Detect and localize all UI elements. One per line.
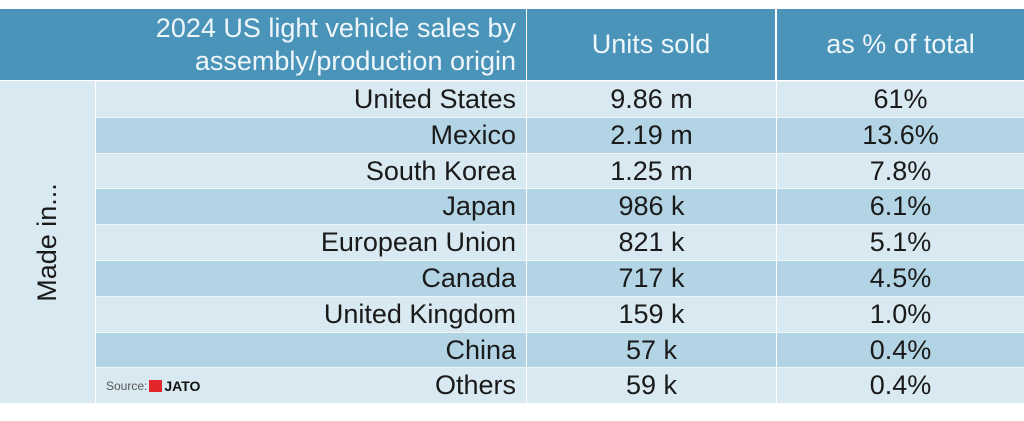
cell-text-units: 2.19 m <box>610 119 693 150</box>
cell-text-units: 159 k <box>618 298 685 329</box>
table-cell-pct: 61% <box>777 81 1024 117</box>
table-cell-origin: Mexico <box>96 116 526 153</box>
cell-text-pct: 0.4% <box>869 334 932 365</box>
table-cell-units: 57 k <box>527 331 776 368</box>
cell-text-pct: 1.0% <box>869 298 932 329</box>
cell-text-pct: 13.6% <box>862 119 939 150</box>
header-title-cell: 2024 US light vehicle sales by assembly/… <box>0 9 526 80</box>
cell-text-origin: Others <box>434 370 516 401</box>
column-header-units: Units sold <box>591 29 711 59</box>
table-cell-pct: 7.8% <box>777 152 1024 189</box>
table-cell-units: 1.25 m <box>527 152 776 189</box>
cell-text-pct: 7.8% <box>869 155 932 186</box>
cell-text-origin: South Korea <box>365 155 516 186</box>
table-cell-units: 821 k <box>527 224 776 261</box>
row-group-label: Made in... <box>32 182 62 302</box>
table-cell-origin: United States <box>96 81 526 117</box>
cell-text-pct: 61% <box>873 84 928 114</box>
cell-text-units: 57 k <box>625 334 678 365</box>
table-cell-pct: 0.4% <box>777 331 1024 368</box>
table-cell-units: 986 k <box>527 188 776 225</box>
table-cell-pct: 4.5% <box>777 260 1024 296</box>
table-title: 2024 US light vehicle sales by assembly/… <box>155 12 516 76</box>
table-cell-pct: 5.1% <box>777 224 1024 261</box>
source-logo-text: JATO <box>164 378 201 394</box>
table-cell-origin: Canada <box>96 260 526 296</box>
table-cell-units: 9.86 m <box>527 81 776 117</box>
cell-text-origin: European Union <box>320 227 516 258</box>
cell-text-units: 821 k <box>618 227 685 258</box>
cell-text-units: 9.86 m <box>610 84 693 114</box>
cell-text-units: 717 k <box>618 263 685 293</box>
jato-logo-icon <box>149 380 163 392</box>
table-cell-pct: 13.6% <box>777 116 1024 153</box>
cell-text-origin: Canada <box>421 263 516 293</box>
table-cell-origin: Others <box>96 367 526 404</box>
cell-text-pct: 6.1% <box>869 191 932 222</box>
cell-text-pct: 5.1% <box>869 227 932 258</box>
table-cell-origin: United Kingdom <box>96 295 526 332</box>
cell-text-origin: Japan <box>442 191 516 222</box>
cell-text-origin: United Kingdom <box>323 298 516 329</box>
cell-text-units: 59 k <box>625 370 678 401</box>
cell-text-units: 1.25 m <box>610 155 693 186</box>
cell-text-origin: United States <box>353 84 516 114</box>
cell-text-units: 986 k <box>618 191 685 222</box>
table-cell-units: 59 k <box>527 367 776 404</box>
table-cell-pct: 0.4% <box>777 367 1024 404</box>
column-header-pct: as % of total <box>826 29 975 59</box>
cell-text-origin: China <box>445 334 516 365</box>
cell-text-origin: Mexico <box>430 119 516 150</box>
cell-text-pct: 4.5% <box>869 263 932 293</box>
header-units-cell: Units sold <box>527 9 775 80</box>
source-label: Source: <box>106 379 148 393</box>
table-cell-origin: Japan <box>96 188 526 225</box>
cell-text-pct: 0.4% <box>869 370 932 401</box>
table-cell-units: 159 k <box>527 295 776 332</box>
table-cell-origin: China <box>96 331 526 368</box>
row-group-label-cell: Made in... <box>0 81 95 403</box>
table-cell-units: 717 k <box>527 260 776 296</box>
header-pct-cell: as % of total <box>777 9 1024 80</box>
table-cell-origin: European Union <box>96 224 526 261</box>
table-cell-pct: 1.0% <box>777 295 1024 332</box>
source-credit: Source: JATO <box>106 378 200 394</box>
table-cell-units: 2.19 m <box>527 116 776 153</box>
table-cell-pct: 6.1% <box>777 188 1024 225</box>
table-cell-origin: South Korea <box>96 152 526 189</box>
